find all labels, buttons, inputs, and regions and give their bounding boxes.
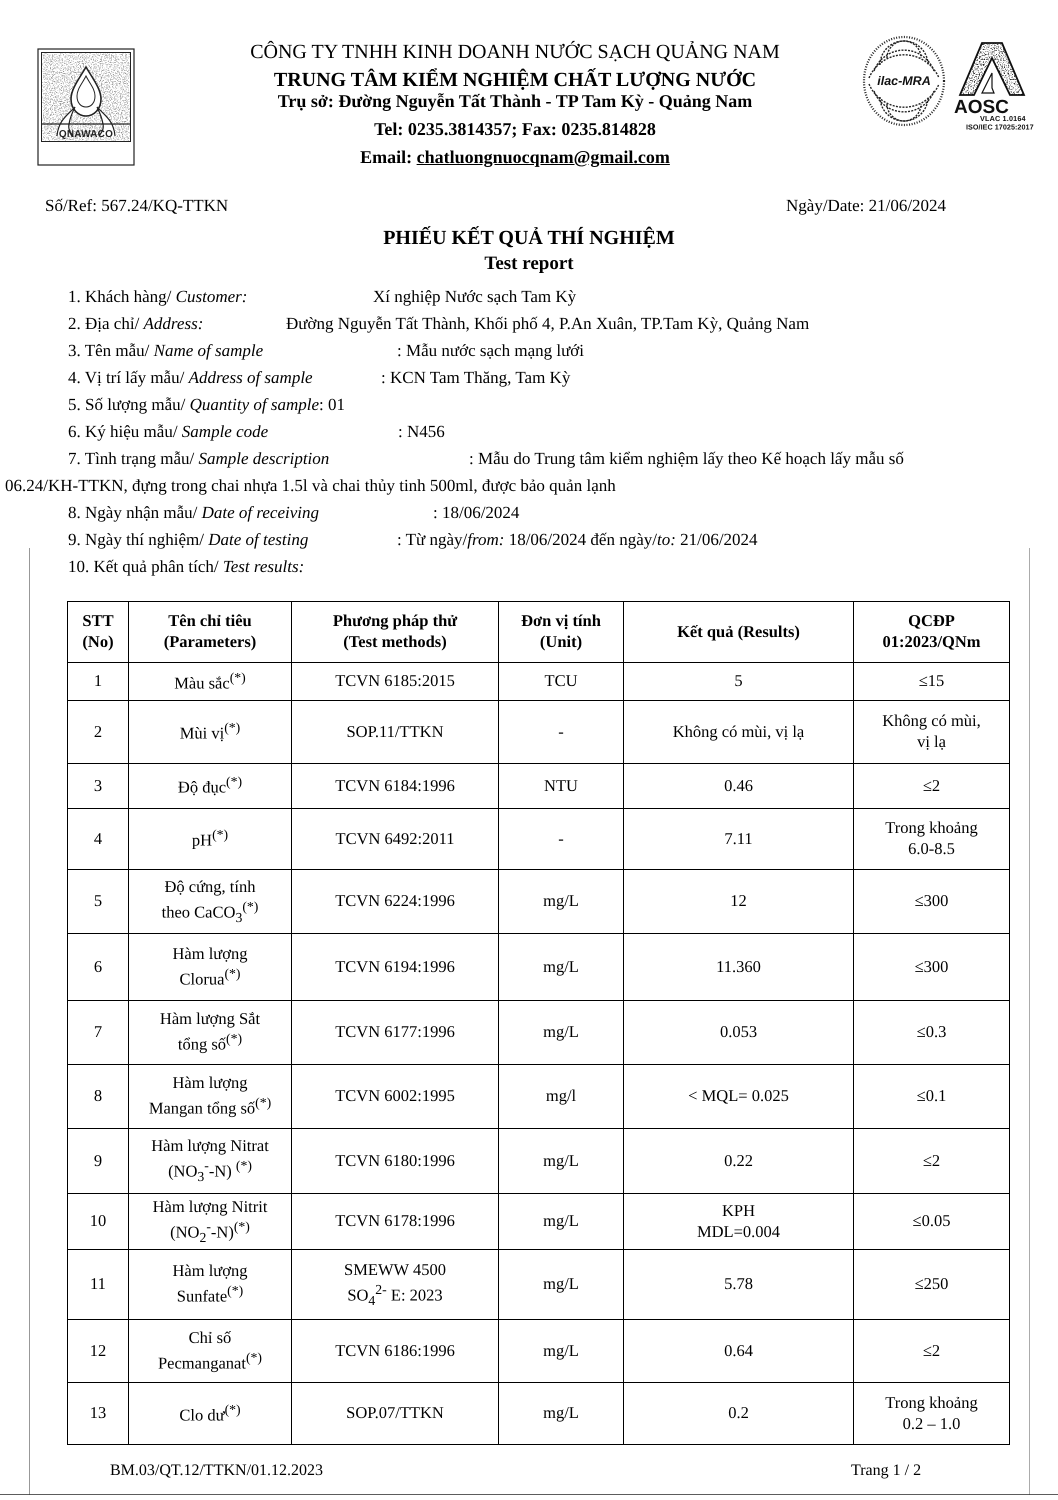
svg-text:QNAWACO: QNAWACO: [59, 129, 113, 140]
svg-text:ISO/IEC 17025:2017: ISO/IEC 17025:2017: [966, 123, 1034, 132]
svg-text:ilac-MRA: ilac-MRA: [877, 74, 930, 88]
